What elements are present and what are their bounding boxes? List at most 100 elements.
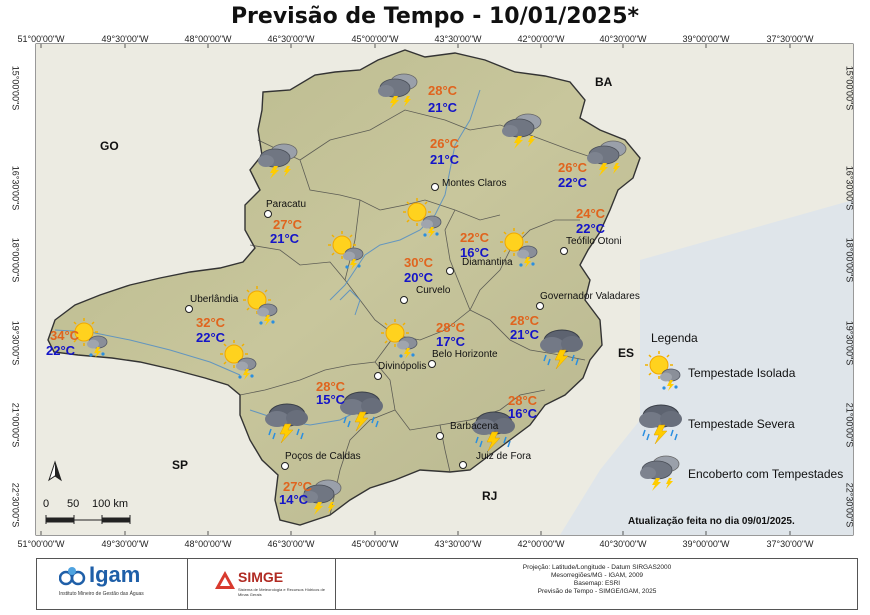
footer-basemap: Basemap: ESRI bbox=[573, 580, 621, 587]
temp-min: 20°C bbox=[404, 270, 434, 285]
simge-logo-icon bbox=[215, 571, 235, 589]
coord-label: 45°00'00"W bbox=[351, 34, 399, 44]
coord-label: 48°00'00"W bbox=[184, 539, 232, 549]
coord-label: 42°00'00"W bbox=[517, 539, 565, 549]
temp-max: 22°C bbox=[460, 230, 490, 245]
state-label-go: GO bbox=[100, 139, 119, 153]
coord-label: 46°30'00"W bbox=[267, 539, 315, 549]
temp-max: 24°C bbox=[576, 206, 606, 221]
north-arrow-icon bbox=[48, 460, 62, 482]
temp-min: 17°C bbox=[436, 334, 466, 349]
update-note: Atualização feita no dia 09/01/2025. bbox=[628, 516, 795, 527]
map-title: Previsão de Tempo - 10/01/2025* bbox=[230, 4, 640, 29]
igam-logo-icon bbox=[59, 567, 86, 586]
temp-min: 21°C bbox=[510, 327, 540, 342]
coord-label: 42°00'00"W bbox=[517, 34, 565, 44]
city-label-diamantina: Diamantina bbox=[462, 257, 513, 268]
coord-label: 51°00'00"W bbox=[17, 539, 65, 549]
state-label-es: ES bbox=[618, 346, 635, 360]
temp-min: 21°C bbox=[428, 100, 458, 115]
coord-label: 39°00'00"W bbox=[682, 34, 730, 44]
city-marker bbox=[536, 302, 544, 310]
temp-max: 28°C bbox=[510, 313, 540, 328]
legend-severe-label: Tempestade Severa bbox=[688, 417, 795, 431]
temp-max: 26°C bbox=[558, 160, 588, 175]
temp-min: 15°C bbox=[316, 392, 346, 407]
temp-min: 21°C bbox=[430, 152, 460, 167]
footer-divider bbox=[335, 559, 336, 609]
city-marker bbox=[436, 432, 444, 440]
temp-max: 32°C bbox=[196, 315, 226, 330]
coord-label: 49°30'00"W bbox=[101, 539, 149, 549]
temp-min: 22°C bbox=[46, 343, 76, 358]
city-marker bbox=[185, 305, 193, 313]
coord-label: 46°30'00"W bbox=[267, 34, 315, 44]
state-outline-mg bbox=[47, 49, 641, 526]
city-marker bbox=[459, 461, 467, 469]
temp-max: 27°C bbox=[273, 217, 303, 232]
coord-label: 45°00'00"W bbox=[351, 539, 399, 549]
city-label-paracatu: Paracatu bbox=[266, 199, 307, 210]
city-marker bbox=[400, 296, 408, 304]
temp-max: 26°C bbox=[430, 136, 460, 151]
coord-label: 40°30'00"W bbox=[599, 539, 647, 549]
temp-max: 28°C bbox=[428, 83, 458, 98]
coord-label: 22°30'00"S bbox=[844, 482, 855, 528]
legend-overcast-label: Encoberto com Tempestades bbox=[688, 467, 844, 481]
coord-label: 22°30'00"S bbox=[10, 482, 21, 528]
city-label-pocos: Poços de Caldas bbox=[285, 451, 361, 462]
temp-min: 16°C bbox=[508, 406, 538, 421]
state-label-rj: RJ bbox=[482, 489, 498, 503]
coord-label: 40°30'00"W bbox=[599, 34, 647, 44]
igam-logo-text: Igam bbox=[89, 562, 141, 587]
temp-min: 22°C bbox=[558, 175, 588, 190]
temp-min: 14°C bbox=[279, 492, 309, 507]
coord-label: 16°30'00"S bbox=[844, 165, 855, 211]
coord-label: 43°30'00"W bbox=[434, 539, 482, 549]
city-label-teofilo-otoni: Teófilo Otoni bbox=[566, 236, 622, 247]
temp-min: 16°C bbox=[460, 245, 490, 260]
city-label-uberlandia: Uberlândia bbox=[190, 294, 239, 305]
city-label-montes-claros: Montes Claros bbox=[442, 178, 507, 189]
coord-label: 18°00'00"S bbox=[844, 237, 855, 283]
temp-max: 28°C bbox=[508, 393, 538, 408]
coord-label: 51°00'00"W bbox=[17, 34, 65, 44]
coord-label: 15°00'00"S bbox=[844, 65, 855, 111]
footer-divider bbox=[187, 559, 188, 609]
scale-label: 100 km bbox=[92, 498, 129, 510]
scale-label: 0 bbox=[43, 498, 50, 510]
city-label-belo-horizonte: Belo Horizonte bbox=[432, 349, 498, 360]
temp-max: 30°C bbox=[404, 255, 434, 270]
city-marker bbox=[281, 462, 289, 470]
city-label-divinopolis: Divinópolis bbox=[378, 361, 427, 372]
city-marker bbox=[560, 247, 568, 255]
igam-subtitle: Instituto Mineiro de Gestão das Águas bbox=[59, 591, 144, 597]
city-marker bbox=[264, 210, 272, 218]
footer-mesoregions: Mesorregiões/MG - IGAM, 2009 bbox=[550, 572, 644, 579]
coord-label: 43°30'00"W bbox=[434, 34, 482, 44]
temp-max: 28°C bbox=[436, 320, 466, 335]
coord-label: 49°30'00"W bbox=[101, 34, 149, 44]
coord-label: 15°00'00"S bbox=[10, 65, 21, 111]
scale-bar bbox=[45, 515, 131, 524]
coord-label: 39°00'00"W bbox=[682, 539, 730, 549]
coord-label: 18°00'00"S bbox=[10, 237, 21, 283]
simge-subtitle: Sistema de Meteorologia e Recursos Hídri… bbox=[238, 587, 325, 597]
city-marker bbox=[446, 267, 454, 275]
coord-label: 21°00'00"S bbox=[844, 402, 855, 448]
scale-label: 50 bbox=[67, 498, 80, 510]
coord-label: 37°30'00"W bbox=[766, 34, 814, 44]
city-label-governador-valadares: Governador Valadares bbox=[540, 291, 640, 302]
temp-max: 28°C bbox=[316, 379, 346, 394]
footer-source: Previsão de Tempo - SIMGE/IGAM, 2025 bbox=[537, 588, 657, 595]
coord-label: 37°30'00"W bbox=[766, 539, 814, 549]
coord-label: 19°30'00"S bbox=[844, 320, 855, 366]
coord-label: 16°30'00"S bbox=[10, 165, 21, 211]
temp-max: 34°C bbox=[50, 328, 80, 343]
city-label-juiz-de-fora: Juiz de Fora bbox=[476, 451, 532, 462]
simge-logo-text: SIMGE bbox=[238, 569, 284, 585]
state-label-ba: BA bbox=[595, 75, 613, 89]
city-label-curvelo: Curvelo bbox=[416, 285, 451, 296]
legend-title: Legenda bbox=[651, 331, 698, 345]
